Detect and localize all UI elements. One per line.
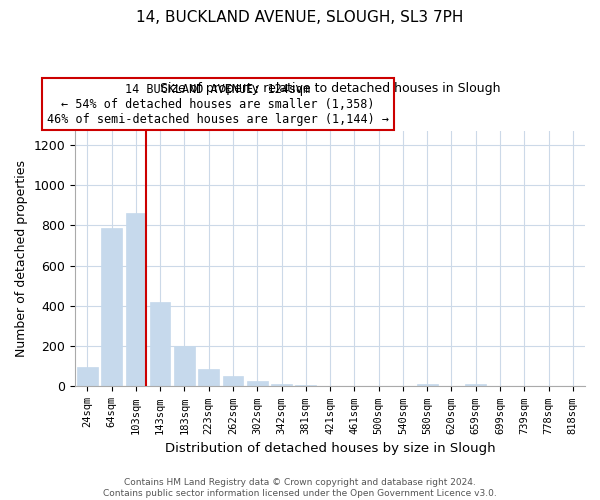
Bar <box>466 384 486 386</box>
Title: Size of property relative to detached houses in Slough: Size of property relative to detached ho… <box>160 82 500 95</box>
Text: 14, BUCKLAND AVENUE, SLOUGH, SL3 7PH: 14, BUCKLAND AVENUE, SLOUGH, SL3 7PH <box>136 10 464 25</box>
Bar <box>101 228 122 386</box>
Bar <box>199 370 219 386</box>
Bar <box>125 214 146 386</box>
Bar <box>223 376 243 386</box>
Bar <box>174 346 195 387</box>
Bar <box>77 368 98 386</box>
X-axis label: Distribution of detached houses by size in Slough: Distribution of detached houses by size … <box>165 442 496 455</box>
Text: 14 BUCKLAND AVENUE: 124sqm
← 54% of detached houses are smaller (1,358)
46% of s: 14 BUCKLAND AVENUE: 124sqm ← 54% of deta… <box>47 82 389 126</box>
Bar <box>417 384 437 386</box>
Y-axis label: Number of detached properties: Number of detached properties <box>15 160 28 357</box>
Bar <box>247 382 268 386</box>
Bar <box>271 384 292 386</box>
Bar <box>150 302 170 386</box>
Text: Contains HM Land Registry data © Crown copyright and database right 2024.
Contai: Contains HM Land Registry data © Crown c… <box>103 478 497 498</box>
